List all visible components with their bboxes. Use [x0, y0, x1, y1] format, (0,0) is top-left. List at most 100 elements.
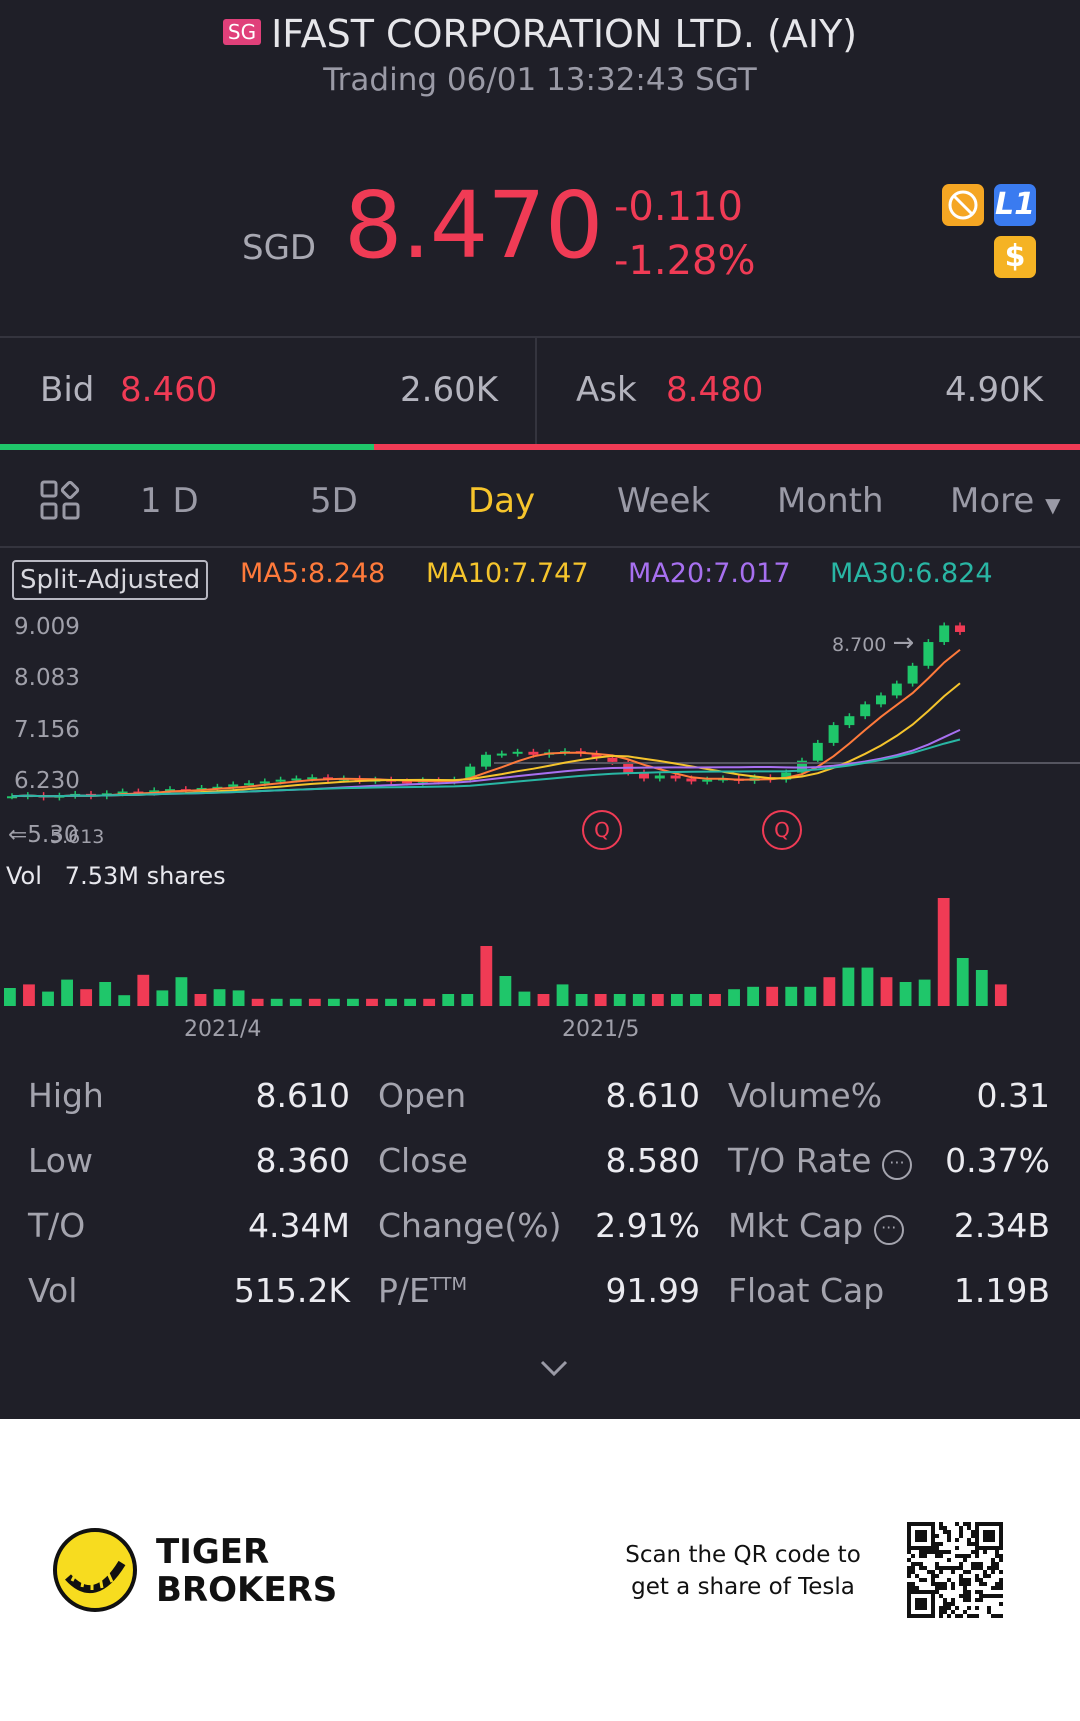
candle — [607, 757, 618, 762]
candle — [686, 778, 697, 782]
stat-value: 4.34M — [248, 1206, 350, 1245]
stat-label: P/ETTM — [378, 1271, 467, 1310]
candle — [939, 625, 950, 643]
volume-bar — [956, 958, 969, 1006]
volume-bar — [404, 998, 417, 1006]
brand-line1: TIGER — [156, 1532, 270, 1572]
stat-label: Close — [378, 1141, 468, 1180]
candle — [402, 781, 412, 784]
volume-bar — [728, 989, 740, 1006]
volume-bar — [270, 998, 283, 1006]
qr-code[interactable] — [906, 1521, 1004, 1619]
stat-value: 2.34B — [953, 1206, 1050, 1245]
stat-label: High — [28, 1076, 104, 1115]
divider — [0, 336, 1080, 338]
tab-week[interactable]: Week — [617, 481, 711, 521]
volume-bar — [804, 986, 817, 1006]
date-label: 2021/5 — [562, 1017, 640, 1042]
last-price: 8.470 — [344, 172, 603, 279]
tab-day[interactable]: Day — [468, 481, 536, 521]
quote-panel — [0, 0, 1080, 1419]
bid-ratio-bar — [0, 444, 374, 450]
volume-chart[interactable] — [0, 890, 1080, 1010]
candle — [923, 642, 934, 666]
tab-more[interactable]: More ▼ — [950, 470, 1061, 536]
candle — [165, 789, 175, 792]
candle — [149, 790, 160, 793]
tiger-logo-icon — [52, 1527, 138, 1617]
split-adjusted-toggle[interactable]: Split-Adjusted — [12, 560, 209, 600]
stat-value: 2.91% — [595, 1206, 700, 1245]
earnings-marker[interactable]: Q — [762, 810, 802, 850]
volume-bar — [861, 967, 874, 1006]
ask-label: Ask — [576, 370, 637, 410]
volume-bar — [194, 994, 207, 1006]
tab-5d[interactable]: 5D — [310, 481, 358, 521]
candle — [275, 779, 286, 782]
volume-bar — [61, 979, 73, 1006]
volume-label: Vol 7.53M shares — [6, 862, 226, 890]
brand-name: TIGER BROKERS — [156, 1533, 337, 1609]
volume-bar — [137, 974, 150, 1006]
volume-bar — [937, 898, 950, 1006]
volume-bar — [366, 998, 378, 1006]
pe-superscript: TTM — [429, 1274, 468, 1295]
ask-price[interactable]: 8.480 — [666, 370, 764, 410]
stat-label: Volume% — [728, 1076, 883, 1115]
tab-1d[interactable]: 1 D — [140, 481, 199, 521]
level-badge[interactable]: L1 — [994, 184, 1036, 226]
volume-bar — [4, 988, 16, 1006]
volume-bar — [461, 994, 474, 1006]
volume-bar — [327, 998, 340, 1006]
candle — [639, 772, 649, 779]
volume-bar — [690, 994, 702, 1006]
arrow-right-icon: → — [892, 628, 915, 658]
volume-bar — [823, 977, 836, 1006]
candle — [465, 766, 476, 780]
volume-bar — [632, 994, 645, 1006]
tab-month[interactable]: Month — [777, 481, 884, 521]
volume-bar — [423, 998, 436, 1006]
candle — [212, 786, 223, 789]
bid-price[interactable]: 8.460 — [120, 370, 218, 410]
volume-bar — [289, 998, 302, 1006]
candle — [891, 683, 902, 696]
volume-bar — [347, 998, 359, 1006]
price-change: -0.110 -1.28% — [614, 180, 756, 288]
volume-bar — [785, 986, 798, 1006]
price-chart[interactable] — [0, 600, 1080, 830]
volume-bar — [842, 967, 855, 1006]
candle — [591, 753, 602, 758]
more-label: More — [950, 481, 1035, 521]
ma20-label: MA20:7.017 — [628, 558, 791, 589]
volume-bar — [23, 984, 35, 1006]
stat-value: 515.2K — [233, 1271, 350, 1310]
stat-value: 0.37% — [945, 1141, 1050, 1180]
chevron-down-icon[interactable] — [538, 1358, 570, 1382]
candle — [528, 751, 539, 755]
volume-bar — [308, 998, 321, 1006]
candle — [512, 751, 523, 754]
no-short-icon[interactable] — [942, 184, 984, 226]
stat-value: 8.360 — [255, 1141, 350, 1180]
volume-bar — [213, 989, 226, 1006]
candle — [876, 695, 886, 705]
change-value: -0.110 — [614, 184, 743, 230]
info-icon[interactable]: ··· — [881, 1150, 912, 1180]
candle — [244, 783, 254, 786]
stat-label: T/O — [28, 1206, 86, 1245]
candle — [670, 775, 681, 779]
period-tabs: 1 D 5D Day Week Month More ▼ — [0, 470, 1080, 532]
candle — [291, 778, 302, 781]
change-percent: -1.28% — [614, 238, 756, 284]
earnings-marker[interactable]: Q — [582, 810, 622, 850]
stat-label: Low — [28, 1141, 93, 1180]
grid-icon[interactable] — [40, 470, 82, 542]
dollar-icon[interactable]: $ — [994, 236, 1036, 278]
stat-value: 8.610 — [255, 1076, 350, 1115]
info-icon[interactable]: ··· — [873, 1215, 904, 1245]
vol-value: 7.53M shares — [64, 862, 226, 890]
y-tick-min: 5.30 — [27, 822, 79, 848]
candle — [844, 716, 855, 726]
volume-bar — [442, 994, 455, 1006]
